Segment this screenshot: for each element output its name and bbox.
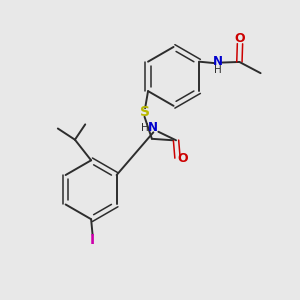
- Text: H: H: [141, 123, 149, 133]
- Text: N: N: [213, 55, 223, 68]
- Text: O: O: [178, 152, 188, 165]
- Text: S: S: [140, 105, 149, 119]
- Text: O: O: [235, 32, 245, 45]
- Text: N: N: [148, 121, 158, 134]
- Text: I: I: [90, 233, 95, 247]
- Text: H: H: [214, 64, 222, 75]
